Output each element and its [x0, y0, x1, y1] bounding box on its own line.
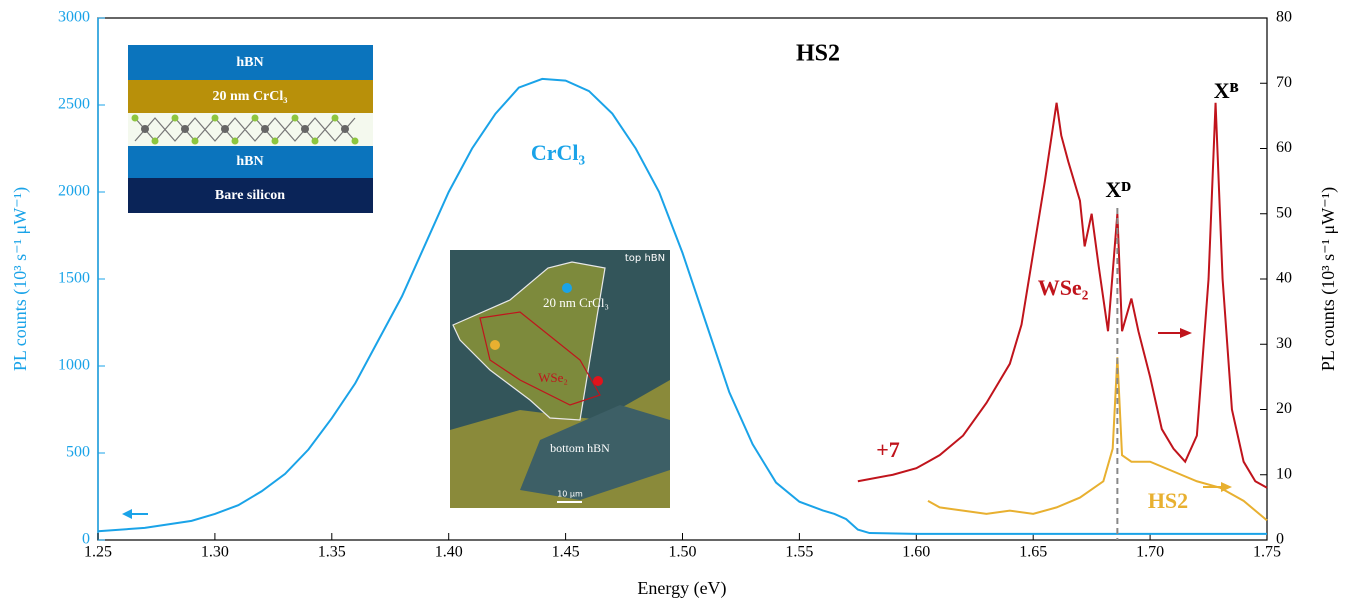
y2-tick-label: 70	[1276, 74, 1292, 91]
schematic-inset: hBN 20 nm CrCl₃ hBN Bare silicon	[128, 45, 373, 213]
x-tick-label: 1.25	[84, 544, 112, 561]
y-tick-label: 2500	[58, 96, 90, 113]
y-tick-label: 500	[66, 444, 90, 461]
y2-tick-label: 0	[1276, 531, 1284, 548]
series-label: WSe₂	[1038, 275, 1089, 300]
y-tick-label: 0	[82, 531, 90, 548]
x-tick-label: 1.45	[552, 544, 580, 561]
micrograph-label: 10 μm	[557, 490, 583, 499]
x-tick-label: 1.60	[902, 544, 930, 561]
x-tick-label: 1.70	[1136, 544, 1164, 561]
micrograph-label: top hBN	[625, 253, 665, 264]
y2-tick-label: 80	[1276, 9, 1292, 26]
x-tick-label: 1.50	[669, 544, 697, 561]
y2-tick-label: 50	[1276, 204, 1292, 221]
layer-label: hBN	[236, 154, 263, 169]
y2-axis-label: PL counts (10³ s⁻¹ μW⁻¹)	[1318, 187, 1339, 371]
layer-label: Bare silicon	[215, 188, 285, 203]
y-tick-label: 3000	[58, 9, 90, 26]
x-axis-label: Energy (eV)	[637, 578, 726, 599]
x-tick-label: 1.40	[435, 544, 463, 561]
layer-label: 20 nm CrCl₃	[213, 89, 288, 104]
layer-label: hBN	[236, 55, 263, 70]
micrograph-label: WSe₂	[538, 370, 568, 385]
y2-tick-label: 60	[1276, 139, 1292, 156]
x-tick-label: 1.75	[1253, 544, 1281, 561]
micrograph-label: 20 nm CrCl₃	[543, 295, 609, 310]
annotation: +7	[876, 437, 900, 462]
y2-tick-label: 10	[1276, 465, 1292, 482]
y-axis-label: PL counts (10³ s⁻¹ μW⁻¹)	[10, 187, 31, 371]
x-tick-label: 1.65	[1019, 544, 1047, 561]
y2-tick-label: 20	[1276, 400, 1292, 417]
x-tick-label: 1.55	[785, 544, 813, 561]
series-label: HS2	[1148, 488, 1188, 513]
data-line	[927, 357, 1268, 522]
micrograph-label: bottom hBN	[550, 441, 610, 455]
annotation: Xᴮ	[1214, 78, 1239, 103]
x-tick-label: 1.30	[201, 544, 229, 561]
annotation: Xᴰ	[1105, 177, 1131, 202]
series-label: CrCl₃	[531, 140, 586, 165]
y-tick-label: 2000	[58, 183, 90, 200]
y2-tick-label: 40	[1276, 270, 1292, 287]
y-tick-label: 1000	[58, 357, 90, 374]
axis-arrows	[122, 328, 1232, 519]
y2-tick-label: 30	[1276, 335, 1292, 352]
data-line	[97, 77, 1267, 535]
data-line	[857, 102, 1268, 489]
micrograph-inset: top hBN 20 nm CrCl₃ WSe₂ bottom hBN 10 μ…	[450, 250, 670, 508]
chart-title: HS2	[796, 41, 840, 67]
y-tick-label: 1500	[58, 270, 90, 287]
x-tick-label: 1.35	[318, 544, 346, 561]
